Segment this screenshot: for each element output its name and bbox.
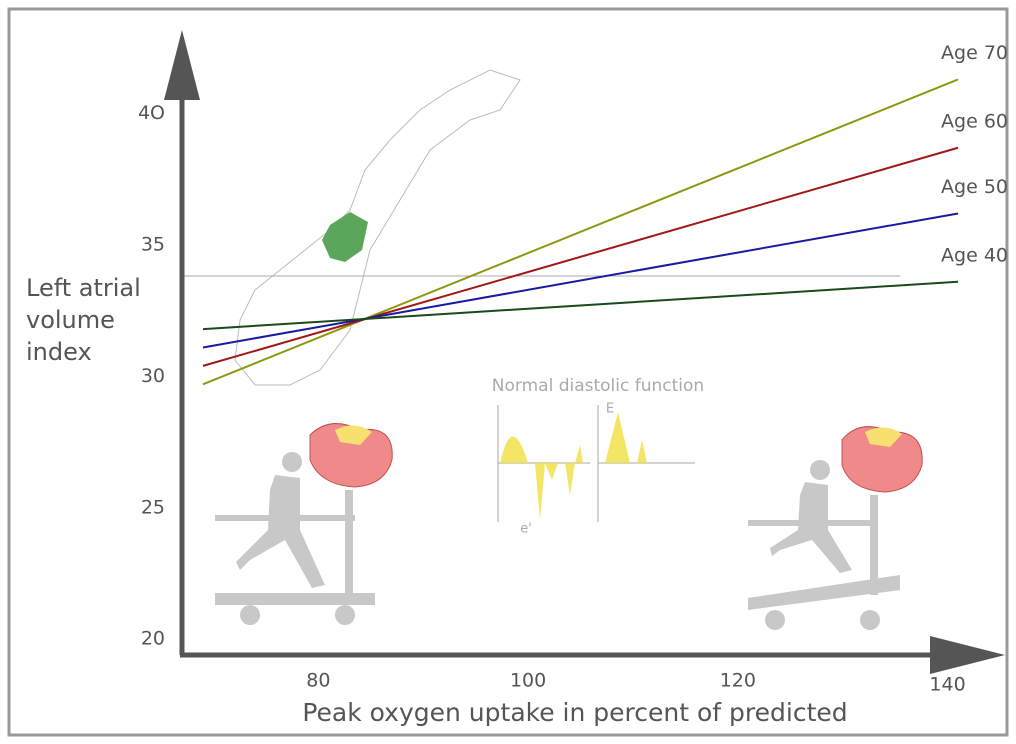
y-tick-label: 4O [138, 102, 165, 124]
series-label: Age 40 [941, 244, 1008, 266]
series-line [202, 146, 959, 367]
inset-label-eprime: e' [520, 522, 532, 537]
y-axis-label: Left atrial volume index [26, 274, 141, 366]
inset-label-e: E [606, 402, 614, 417]
y-axis-arrow [164, 30, 200, 100]
y-tick-label: 30 [141, 365, 165, 387]
x-axis-arrow [930, 636, 1005, 674]
inset-waveform [500, 412, 647, 520]
series-line [202, 212, 959, 349]
x-tick-label: 120 [720, 670, 756, 692]
heart-left-atrium [335, 425, 372, 445]
y-tick-label: 35 [141, 234, 165, 256]
x-tick-label: 140 [929, 674, 965, 696]
runner-left [215, 452, 375, 625]
runner-right [748, 460, 900, 630]
heart-right-atrium [865, 427, 902, 447]
series-line [202, 78, 959, 386]
inset-title: Normal diastolic function [492, 376, 704, 396]
x-axis-label: Peak oxygen uptake in percent of predict… [302, 698, 847, 727]
y-tick-label: 25 [141, 496, 165, 518]
heart-left [309, 423, 393, 488]
x-tick-label: 100 [510, 670, 546, 692]
y-tick-label: 20 [141, 628, 165, 650]
series-label: Age 60 [941, 110, 1008, 132]
frame [7, 7, 1009, 737]
map-region [322, 212, 368, 262]
series-label: Age 50 [941, 176, 1008, 198]
series-label: Age 70 [941, 42, 1008, 64]
heart-right [841, 426, 923, 493]
inset [497, 405, 695, 522]
x-tick-label: 80 [306, 670, 330, 692]
series-line [202, 280, 959, 331]
map-outline [234, 69, 521, 386]
